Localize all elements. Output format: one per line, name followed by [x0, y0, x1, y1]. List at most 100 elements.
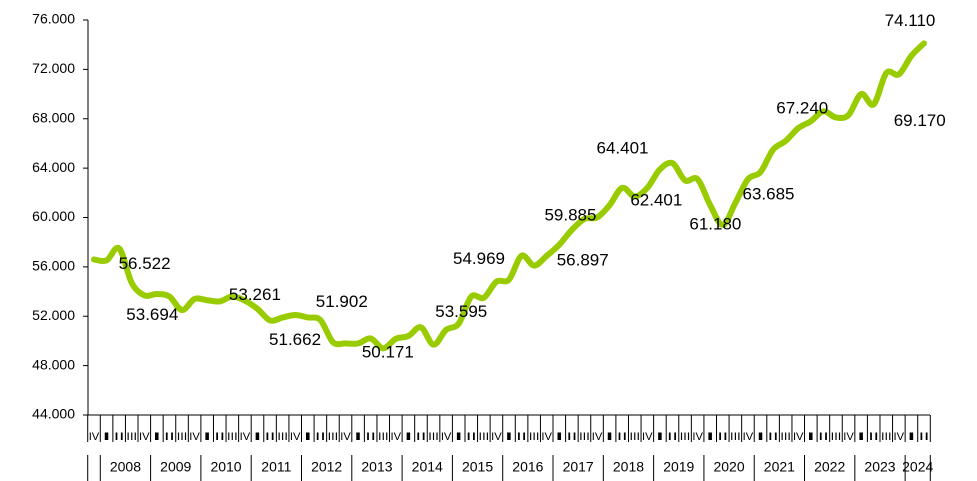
- x-tick-label: I: [152, 431, 163, 443]
- x-tick-label: IV: [692, 431, 703, 443]
- x-tick-label: II: [718, 431, 729, 443]
- y-tick-label: 56.000: [32, 258, 75, 274]
- x-tick-label: I: [353, 431, 364, 443]
- x-tick-label: I: [453, 431, 464, 443]
- year-label: 2012: [311, 459, 342, 475]
- year-label: 2020: [713, 459, 744, 475]
- x-tick-label: I: [303, 431, 314, 443]
- x-tick-label: II: [214, 431, 225, 443]
- x-tick-label: IV: [290, 431, 301, 443]
- y-tick-label: 68.000: [32, 109, 75, 125]
- x-tick-label: III: [177, 431, 188, 443]
- data-label: 62.401: [630, 190, 682, 209]
- x-tick-label: III: [629, 431, 640, 443]
- year-label: 2015: [462, 459, 493, 475]
- line: [91, 40, 927, 352]
- x-tick-label: II: [768, 431, 779, 443]
- x-tick-label: I: [655, 431, 666, 443]
- data-label: 51.662: [269, 330, 321, 349]
- year-label: 2023: [864, 459, 895, 475]
- data-label: 54.969: [453, 249, 505, 268]
- x-tick-label: II: [868, 431, 879, 443]
- x-tick-label: IV: [189, 431, 200, 443]
- x-tick-label: III: [479, 431, 490, 443]
- data-label: 59.885: [544, 205, 596, 224]
- x-tick-label: I: [705, 431, 716, 443]
- x-tick-label: IV: [642, 431, 653, 443]
- x-tick-label: IV: [843, 431, 854, 443]
- x-tick-label: IV: [491, 431, 502, 443]
- x-tick-label: II: [919, 431, 930, 443]
- data-label: 63.685: [743, 184, 795, 203]
- x-tick-label: III: [328, 431, 339, 443]
- x-tick-label: II: [114, 431, 125, 443]
- data-label: 67.240: [776, 99, 828, 118]
- x-tick-label: II: [315, 431, 326, 443]
- y-tick-label: 48.000: [32, 356, 75, 372]
- x-tick-label: I: [202, 431, 213, 443]
- x-tick-label: IV: [541, 431, 552, 443]
- year-label: 2008: [110, 459, 141, 475]
- x-tick-label: IV: [89, 431, 100, 443]
- x-tick-label: IV: [441, 431, 452, 443]
- data-label: 64.401: [596, 139, 648, 158]
- x-tick-label: II: [516, 431, 527, 443]
- x-tick-label: III: [529, 431, 540, 443]
- y-tick-label: 64.000: [32, 159, 75, 175]
- year-label: 2021: [764, 459, 795, 475]
- x-tick-label: III: [428, 431, 439, 443]
- year-label: 2017: [563, 459, 594, 475]
- y-tick-label: 44.000: [32, 406, 75, 422]
- x-tick-label: IV: [894, 431, 905, 443]
- x-tick-label: IV: [592, 431, 603, 443]
- year-label: 2022: [814, 459, 845, 475]
- y-tick-label: 72.000: [32, 60, 75, 76]
- x-tick-label: I: [806, 431, 817, 443]
- data-label: 51.902: [316, 292, 368, 311]
- x-tick-label: I: [906, 431, 917, 443]
- y-tick-label: 76.000: [32, 11, 75, 27]
- x-tick-label: II: [567, 431, 578, 443]
- y-tick-label: 60.000: [32, 208, 75, 224]
- x-tick-label: IV: [340, 431, 351, 443]
- data-label: 53.261: [229, 285, 281, 304]
- x-tick-label: III: [881, 431, 892, 443]
- year-label: 2024: [902, 459, 933, 475]
- year-label: 2011: [261, 459, 291, 475]
- year-label: 2014: [412, 459, 443, 475]
- data-label: 50.171: [362, 342, 414, 361]
- x-tick-label: II: [818, 431, 829, 443]
- x-tick-label: III: [378, 431, 389, 443]
- x-tick-label: III: [277, 431, 288, 443]
- x-tick-label: II: [265, 431, 276, 443]
- x-tick-label: III: [780, 431, 791, 443]
- data-label: 56.897: [557, 250, 609, 269]
- data-label: 74.110: [885, 11, 936, 30]
- x-tick-label: I: [252, 431, 263, 443]
- x-tick-label: II: [466, 431, 477, 443]
- x-tick-label: III: [680, 431, 691, 443]
- data-label: 69.170: [894, 111, 946, 130]
- x-tick-label: IV: [743, 431, 754, 443]
- x-tick-label: II: [667, 431, 678, 443]
- y-tick-label: 52.000: [32, 307, 75, 323]
- x-tick-label: I: [604, 431, 615, 443]
- year-label: 2010: [210, 459, 241, 475]
- data-label: 53.595: [435, 302, 487, 321]
- data-label: 56.522: [119, 254, 171, 273]
- x-tick-label: I: [101, 431, 112, 443]
- x-tick-label: II: [365, 431, 376, 443]
- data-label: 53.694: [126, 305, 178, 324]
- data-label: 61.180: [689, 214, 741, 233]
- x-tick-label: I: [755, 431, 766, 443]
- x-tick-label: I: [554, 431, 565, 443]
- x-tick-label: II: [617, 431, 628, 443]
- x-tick-label: I: [504, 431, 515, 443]
- x-tick-label: IV: [793, 431, 804, 443]
- year-label: 2009: [160, 459, 191, 475]
- x-tick-label: III: [227, 431, 238, 443]
- x-tick-label: IV: [391, 431, 402, 443]
- x-tick-label: III: [579, 431, 590, 443]
